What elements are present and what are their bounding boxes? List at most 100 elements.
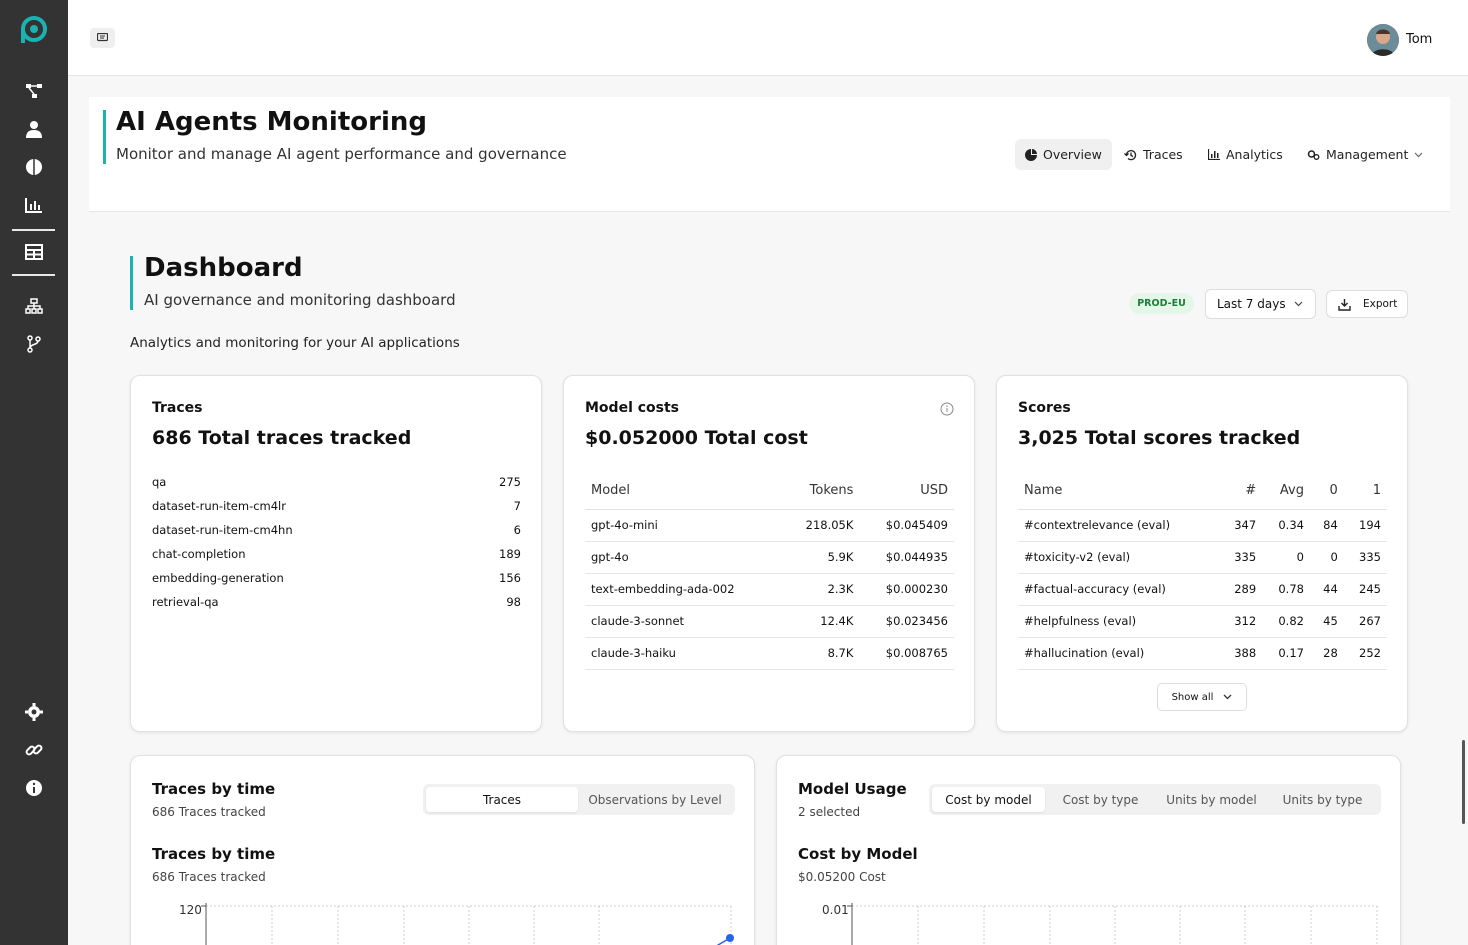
model-usage-title: Model Usage (798, 780, 907, 798)
export-label: Export (1363, 298, 1398, 310)
tab-traces-label: Traces (1143, 147, 1183, 162)
tab-traces[interactable]: Traces (1114, 139, 1193, 170)
sitemap-icon[interactable] (22, 294, 46, 318)
trace-name: dataset-run-item-cm4hn (152, 523, 293, 537)
trace-name: retrieval-qa (152, 595, 219, 609)
environment-badge: PROD-EU (1129, 293, 1194, 314)
show-all-label: Show all (1171, 691, 1214, 703)
table-cell: 267 (1343, 605, 1387, 638)
table-cell: 388 (1218, 637, 1263, 670)
date-range-select[interactable]: Last 7 days (1205, 289, 1316, 319)
message-icon (97, 33, 108, 42)
page-title: AI Agents Monitoring (116, 107, 427, 137)
dashboard-accent-bar (130, 256, 133, 310)
trace-count: 275 (499, 475, 521, 489)
traces-view-toggle: Traces Observations by Level (423, 784, 735, 815)
list-item: chat-completion 189 (152, 547, 521, 561)
sidebar-divider (12, 274, 55, 276)
table-cell: 218.05K (783, 509, 860, 542)
column-header: USD (859, 473, 954, 510)
chevron-down-icon (1294, 301, 1303, 307)
traces-by-time-subtitle: 686 Traces tracked (152, 805, 266, 819)
table-row: #contextrelevance (eval) 347 0.34 84 194 (1018, 509, 1387, 542)
show-all-button[interactable]: Show all (1157, 683, 1247, 711)
dashboard-title: Dashboard (144, 253, 303, 283)
table-cell: 8.7K (783, 637, 860, 670)
trace-name: embedding-generation (152, 571, 284, 585)
trace-name: qa (152, 475, 167, 489)
user-icon[interactable] (22, 117, 46, 141)
scores-title: Scores (1018, 400, 1071, 416)
info-icon[interactable] (22, 776, 46, 800)
column-header: # (1218, 473, 1263, 510)
trace-name: dataset-run-item-cm4lr (152, 499, 286, 513)
app-logo-icon[interactable] (18, 14, 50, 46)
trace-count: 189 (499, 547, 521, 561)
tab-analytics[interactable]: Analytics (1198, 139, 1293, 170)
traces-by-time-title: Traces by time (152, 780, 276, 798)
table-cell: 0.17 (1262, 637, 1310, 670)
table-icon[interactable] (22, 240, 46, 264)
table-row: #factual-accuracy (eval) 289 0.78 44 245 (1018, 573, 1387, 606)
trace-count: 156 (499, 571, 521, 585)
tab-traces-view[interactable]: Traces (426, 787, 578, 812)
y-axis-tick: 120 (179, 903, 202, 917)
tab-management[interactable]: Management (1297, 139, 1433, 170)
page-header (89, 97, 1450, 212)
table-row: #hallucination (eval) 388 0.17 28 252 (1018, 637, 1387, 670)
user-name[interactable]: Tom (1406, 32, 1433, 47)
tab-units-by-model[interactable]: Units by model (1166, 792, 1257, 807)
table-cell: 44 (1309, 573, 1344, 606)
table-cell: 5.9K (783, 541, 860, 574)
list-item: embedding-generation 156 (152, 571, 521, 585)
dashboard-description: Analytics and monitoring for your AI app… (130, 335, 460, 351)
workflow-icon[interactable] (22, 79, 46, 103)
traces-by-time-card: Traces by time 686 Traces tracked Traces… (130, 755, 755, 945)
table-cell: 12.4K (783, 605, 860, 638)
table-row: text-embedding-ada-002 2.3K $0.000230 (585, 573, 954, 606)
tab-units-by-type[interactable]: Units by type (1282, 792, 1363, 807)
cost-chart-title: Cost by Model (798, 845, 918, 863)
data-point[interactable] (726, 934, 734, 942)
trace-name: chat-completion (152, 547, 246, 561)
scores-total: 3,025 Total scores tracked (1018, 427, 1301, 449)
page-scrollbar[interactable] (1462, 740, 1465, 824)
bar-chart-icon[interactable] (22, 193, 46, 217)
info-icon[interactable] (940, 402, 954, 416)
scores-card: Scores 3,025 Total scores tracked Name #… (996, 375, 1408, 732)
table-cell: 194 (1343, 509, 1387, 542)
gear-icon[interactable] (22, 700, 46, 724)
chat-toggle-button[interactable] (90, 28, 115, 48)
tab-cost-by-type[interactable]: Cost by type (1062, 792, 1139, 807)
table-cell: 45 (1309, 605, 1344, 638)
table-cell: 289 (1218, 573, 1263, 606)
table-header-row: Model Tokens USD (585, 473, 954, 510)
table-cell: $0.023456 (859, 605, 954, 638)
table-cell: 347 (1218, 509, 1263, 542)
table-row: #helpfulness (eval) 312 0.82 45 267 (1018, 605, 1387, 638)
tab-overview[interactable]: Overview (1015, 139, 1112, 170)
tab-observations-by-level[interactable]: Observations by Level (588, 792, 722, 807)
avatar[interactable] (1367, 24, 1399, 56)
traces-line-chart (201, 903, 734, 945)
export-button[interactable]: Export (1326, 290, 1408, 318)
tab-cost-by-model[interactable]: Cost by model (932, 787, 1045, 812)
model-costs-title: Model costs (585, 400, 680, 416)
tab-overview-label: Overview (1043, 147, 1102, 162)
table-cell: $0.000230 (859, 573, 954, 606)
column-header: Tokens (783, 473, 860, 510)
table-cell: 28 (1309, 637, 1344, 670)
git-branch-icon[interactable] (22, 332, 46, 356)
settings-cog-icon (1307, 149, 1320, 160)
list-item: dataset-run-item-cm4hn 6 (152, 523, 521, 537)
scores-table: Name # Avg 0 1 #contextrelevance (eval) 3… (1018, 473, 1387, 670)
cost-chart (847, 903, 1378, 945)
table-cell: $0.008765 (859, 637, 954, 670)
table-cell: text-embedding-ada-002 (585, 573, 784, 606)
chevron-down-icon (1223, 694, 1232, 700)
top-bar (68, 0, 1468, 76)
link-icon[interactable] (22, 738, 46, 762)
traces-total: 686 Total traces tracked (152, 427, 412, 449)
table-cell: gpt-4o (585, 541, 784, 574)
brain-icon[interactable] (22, 155, 46, 179)
